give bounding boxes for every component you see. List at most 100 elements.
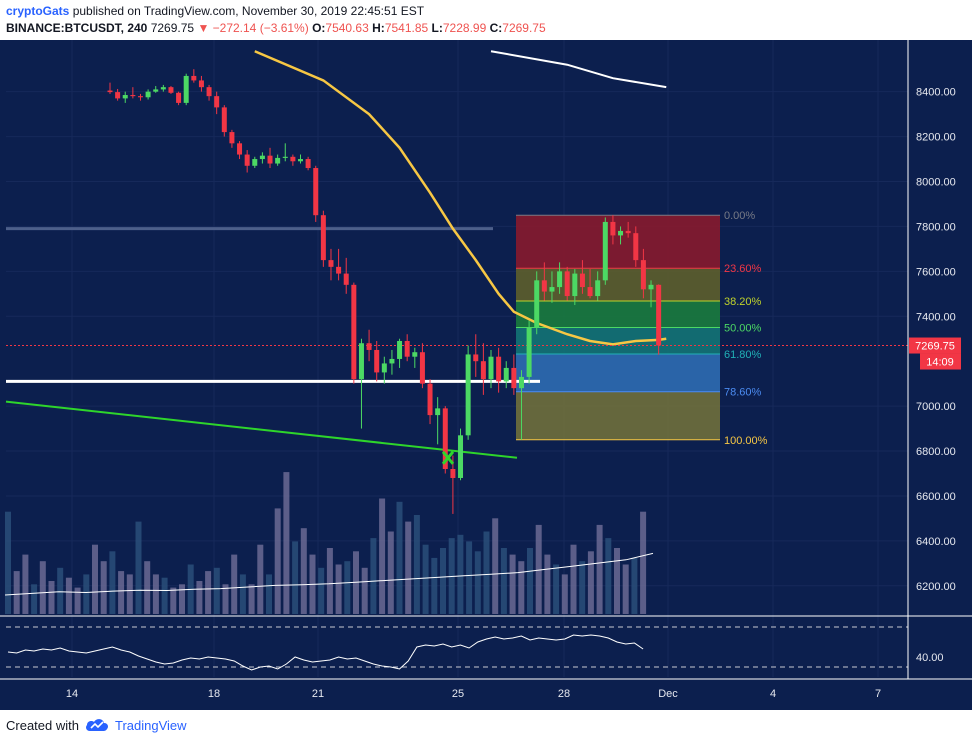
x-tick-label: 18 xyxy=(208,688,220,700)
fib-level-label: 50.00% xyxy=(724,323,762,335)
author-link[interactable]: cryptoGats xyxy=(6,4,70,18)
candle-body xyxy=(511,367,517,389)
moving-average-slow xyxy=(490,50,667,89)
volume-ma-line xyxy=(4,552,654,596)
candle-body xyxy=(595,280,601,297)
candle-body xyxy=(259,155,265,160)
moving-average-fast xyxy=(254,50,667,346)
candle-body xyxy=(115,92,121,99)
volume-bar xyxy=(500,548,507,614)
candle-body xyxy=(366,343,372,350)
candle-body xyxy=(176,92,182,103)
candle-body xyxy=(229,132,235,144)
x-tick-label: 28 xyxy=(558,688,570,700)
countdown-badge xyxy=(920,353,961,370)
publish-line: cryptoGats published on TradingView.com,… xyxy=(6,3,966,20)
x-tick-label: 4 xyxy=(770,688,776,700)
current-price-badge xyxy=(909,337,961,354)
close-label: C: xyxy=(489,21,503,35)
volume-bar xyxy=(196,581,203,614)
candle-body xyxy=(656,284,662,346)
volume-bar xyxy=(614,548,620,614)
candle-body xyxy=(557,271,563,288)
volume-bar xyxy=(292,541,299,614)
volume-bar xyxy=(466,541,473,614)
candle-body xyxy=(244,154,250,166)
volume-bar xyxy=(570,544,577,614)
tradingview-brand-link[interactable]: TradingView xyxy=(114,717,187,733)
candle-body xyxy=(336,266,342,274)
high-value: 7541.85 xyxy=(384,21,429,35)
candle-body xyxy=(534,280,540,328)
candle-body xyxy=(602,221,608,281)
candle-body xyxy=(625,230,631,234)
y-tick-label: 7600.00 xyxy=(916,266,956,278)
volume-bar xyxy=(474,551,481,614)
open-value: 7540.63 xyxy=(325,21,369,35)
volume-bar xyxy=(109,551,116,614)
volume-bar xyxy=(126,574,133,614)
ohlc-line: BINANCE:BTCUSDT, 240 7269.75 ▼ −272.14 (… xyxy=(6,20,966,37)
volume-bar xyxy=(31,584,38,614)
volume-bar xyxy=(5,511,11,614)
volume-bar xyxy=(631,557,638,614)
fib-level-label: 100.00% xyxy=(724,435,768,447)
candle-body xyxy=(473,354,479,362)
candle-body xyxy=(153,89,159,92)
volume-bar xyxy=(387,531,394,614)
candle-body xyxy=(541,280,547,292)
volume-bar xyxy=(605,538,612,614)
volume-bar xyxy=(13,571,20,614)
volume-bar xyxy=(248,584,255,614)
candle-body xyxy=(168,87,174,93)
y-tick-label: 7400.00 xyxy=(916,311,956,323)
fibonacci-retracement[interactable]: 0.00% 23.60% 38.20% 50.00% 61.80% 78.60% 100.0… xyxy=(516,210,768,447)
volume-bar xyxy=(144,561,151,614)
price-chart[interactable]: 0.00% 23.60% 38.20% 50.00% 61.80% 78.60% 100.0… xyxy=(0,40,972,710)
candle-body xyxy=(450,469,456,478)
candle-body xyxy=(564,271,570,297)
candle-body xyxy=(358,343,364,380)
candle-body xyxy=(587,287,593,297)
candle-body xyxy=(313,168,319,216)
fib-level-label: 38.20% xyxy=(724,296,762,308)
candle-body xyxy=(435,408,441,416)
volume-bar xyxy=(92,544,98,614)
volume-bar xyxy=(300,528,307,614)
candle-body xyxy=(419,352,425,384)
price-change: ▼ −272.14 (−3.61%) xyxy=(197,21,309,35)
y-tick-label: 7800.00 xyxy=(916,221,956,233)
publish-info: published on TradingView.com, November 3… xyxy=(72,4,425,18)
rsi-pane xyxy=(0,615,972,671)
grid xyxy=(6,40,908,677)
y-tick-label: 8200.00 xyxy=(916,132,956,144)
candle-body xyxy=(160,87,166,90)
candle-body xyxy=(221,107,227,133)
touch-marker xyxy=(441,450,455,465)
volume-bar xyxy=(405,521,412,614)
candle-body xyxy=(145,91,151,98)
fib-zone xyxy=(516,391,720,440)
volume-bars xyxy=(4,472,654,614)
volume-bar xyxy=(440,548,446,614)
y-tick-label: 7000.00 xyxy=(916,401,956,413)
candle-body xyxy=(122,95,128,99)
candle-body xyxy=(206,87,212,97)
rsi-line xyxy=(7,634,644,671)
volume-bar xyxy=(266,574,272,614)
candle-body xyxy=(282,156,288,158)
x-tick-label: 7 xyxy=(875,688,881,700)
tradingview-cloud-icon xyxy=(85,719,108,731)
fib-level-label: 0.00% xyxy=(724,210,755,222)
volume-bar xyxy=(527,548,533,614)
countdown-label: 14:09 xyxy=(926,357,954,369)
volume-bar xyxy=(370,538,377,614)
volume-bar xyxy=(283,472,290,614)
volume-bar xyxy=(509,554,516,614)
volume-bar xyxy=(396,501,403,614)
candle-body xyxy=(374,349,380,373)
volume-bar xyxy=(100,561,107,614)
open-label: O: xyxy=(312,21,326,35)
x-tick-label: 14 xyxy=(66,688,78,700)
candle-body xyxy=(618,230,624,236)
